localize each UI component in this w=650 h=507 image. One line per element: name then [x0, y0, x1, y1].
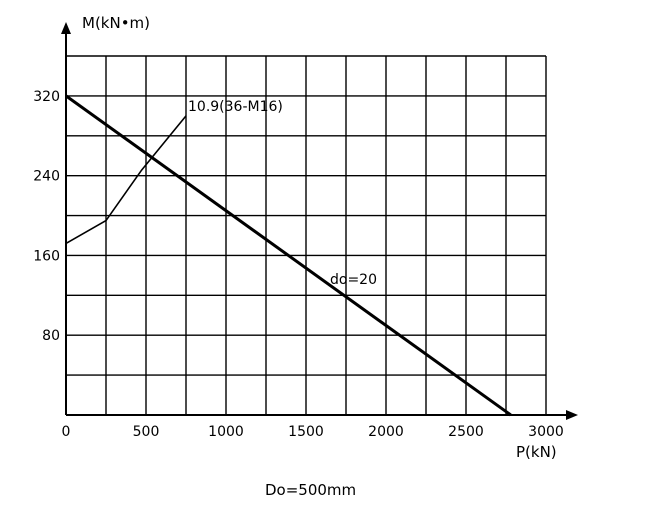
grid: [66, 55, 547, 415]
series-line-high-strength-bolt: [65, 115, 187, 245]
series-group: [65, 94, 512, 417]
y-axis-label: M(kN•m): [82, 14, 150, 32]
tick-labels: 0 500 1000 1500 2000 2500 3000 80 160 240 320: [33, 89, 564, 440]
series-line-do: [65, 94, 512, 417]
series-label-do: do=20: [330, 272, 377, 288]
series-label-high-strength-bolt: 10.9(36-M16): [188, 99, 283, 115]
chart-caption: Do=500mm: [265, 481, 356, 499]
x-axis-arrow: [566, 410, 578, 420]
y-tick-label: 160: [33, 248, 60, 264]
axes: [61, 22, 578, 420]
y-tick-label: 320: [33, 89, 60, 105]
x-tick-label: 3000: [528, 424, 564, 440]
x-tick-label: 1500: [288, 424, 324, 440]
x-tick-label: 500: [133, 424, 160, 440]
x-tick-label: 2000: [368, 424, 404, 440]
x-tick-label: 1000: [208, 424, 244, 440]
x-tick-label: 0: [62, 424, 71, 440]
y-tick-label: 240: [33, 169, 60, 185]
y-tick-label: 80: [42, 328, 60, 344]
x-tick-label: 2500: [448, 424, 484, 440]
y-axis-arrow: [61, 22, 71, 34]
x-axis-label: P(kN): [516, 443, 557, 461]
